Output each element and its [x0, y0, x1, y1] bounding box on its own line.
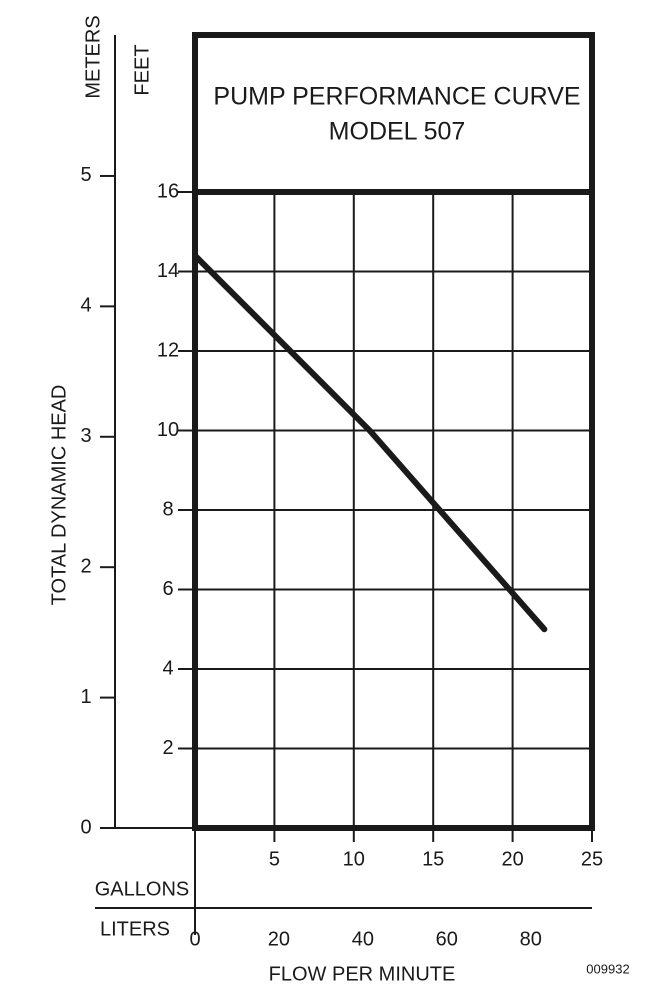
title-box — [192, 32, 595, 195]
y2-tick-label: 3 — [80, 425, 91, 447]
chart-subtitle: MODEL 507 — [329, 118, 466, 146]
annotation: 009932 — [586, 961, 629, 976]
pump-curve — [192, 252, 548, 633]
y-tick-label: 14 — [157, 260, 179, 282]
x-unit-label: GALLONS — [95, 878, 189, 900]
x2-tick-label: 60 — [436, 928, 458, 950]
y-tick-label: 12 — [157, 339, 179, 361]
x-tick-label: 25 — [581, 848, 603, 870]
x2-tick-label: 0 — [189, 928, 200, 950]
y-tick-label: 6 — [162, 578, 173, 600]
y2-tick-label: 1 — [80, 686, 91, 708]
x2-tick-label: 80 — [520, 928, 542, 950]
y-unit-label: FEET — [131, 44, 153, 95]
y-tick-label: 8 — [162, 498, 173, 520]
x2-unit-label: LITERS — [100, 918, 170, 940]
y2-tick-label: 0 — [80, 816, 91, 838]
y2-tick-label: 2 — [80, 555, 91, 577]
x-tick-label: 15 — [422, 848, 444, 870]
y-tick-label: 2 — [162, 737, 173, 759]
x2-tick-label: 20 — [268, 928, 290, 950]
y-tick-label: 10 — [157, 419, 179, 441]
chart-title: PUMP PERFORMANCE CURVE — [213, 83, 580, 111]
x-tick-label: 10 — [343, 848, 365, 870]
x2-tick-label: 40 — [352, 928, 374, 950]
plot-frame — [192, 189, 595, 831]
y-tick-label: 4 — [162, 657, 173, 679]
x-tick-label: 5 — [269, 848, 280, 870]
y-axis-label: TOTAL DYNAMIC HEAD — [48, 385, 70, 606]
y2-tick-label: 5 — [80, 164, 91, 186]
x-axis-label: FLOW PER MINUTE — [269, 963, 456, 985]
y2-tick-label: 4 — [80, 295, 91, 317]
y2-unit-label: METERS — [82, 15, 104, 98]
y-tick-label: 16 — [157, 180, 179, 202]
x-tick-label: 20 — [501, 848, 523, 870]
